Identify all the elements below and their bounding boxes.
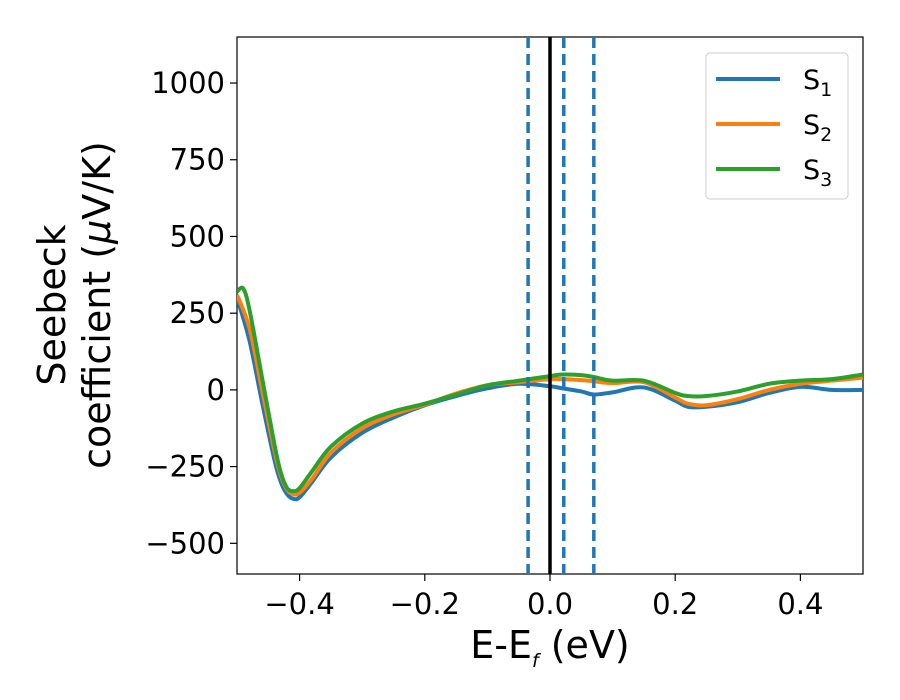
lines-layer [237,37,863,574]
x-axis-label-main: E-E [470,623,532,667]
x-tick-label: 0.0 [527,587,573,621]
x-axis-label-sub: f [532,650,542,672]
x-tick-label: −0.2 [390,587,460,621]
series-line-3 [237,285,863,494]
legend-label-2: S2 [803,110,832,146]
y-tick-label: −500 [145,526,225,560]
y-axis-label-mu: μ [75,220,119,245]
ticks-layer: −0.4 −0.2 0.0 0.2 0.4 −500 −250 0 250 500 750 1000 [145,66,823,621]
legend-label-3: S3 [803,155,832,191]
x-tick-label: 0.4 [777,587,823,621]
y-axis-label: Seebeck coefficient (μV/K) [30,141,119,469]
y-tick-label: 500 [170,219,225,253]
x-axis-label: E-Ef (eV) [470,623,630,672]
y-axis-label-line2-tail: V/K) [75,141,119,220]
x-tick-label: 0.2 [652,587,698,621]
x-axis-label-tail: (eV) [539,623,630,667]
y-tick-label: 0 [207,373,225,407]
y-axis-label-line1: Seebeck [30,224,74,385]
legend-label-1: S1 [803,65,832,101]
y-tick-label: 1000 [151,66,225,100]
y-axis-label-line2: coefficient (μV/K) [75,141,119,469]
y-axis-label-line2-text: coefficient ( [75,244,119,469]
y-tick-label: 250 [170,296,225,330]
legend-items: S1 S2 S3 [716,65,832,191]
y-tick-label: 750 [170,143,225,177]
y-tick-label: −250 [145,450,225,484]
legend: S1 S2 S3 [705,52,849,200]
x-tick-label: −0.4 [264,587,334,621]
